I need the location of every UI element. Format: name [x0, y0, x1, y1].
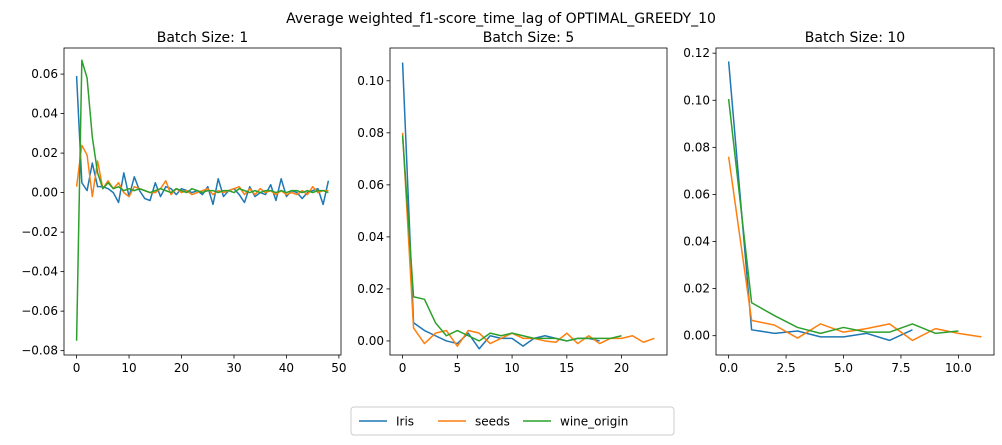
subplot-2: Batch Size: 5 0 5 10 15 20 0.00 0.02 0.04 0.06 0.0… [357, 30, 668, 375]
legend-label: wine_origin [560, 415, 628, 429]
series-line-seeds [401, 132, 655, 347]
x-tick-label: 0.0 [719, 361, 738, 375]
x-tick-label: 15 [559, 361, 574, 375]
y-tick-label: 0.10 [357, 74, 384, 88]
subplot-title: Batch Size: 5 [483, 30, 575, 46]
x-tick-label: 10.0 [945, 361, 972, 375]
axes-frame [389, 47, 668, 356]
subplot-title: Batch Size: 1 [157, 30, 249, 46]
y-tick-label: 0.02 [31, 146, 58, 160]
y-tick-label: 0.08 [357, 126, 384, 140]
legend-label: Iris [396, 415, 414, 429]
y-tick-label: −0.08 [21, 344, 58, 358]
x-tick-label: 5.0 [834, 361, 853, 375]
legend-frame [350, 406, 675, 436]
x-tick-label: 20 [614, 361, 629, 375]
y-tick-label: 0.04 [357, 230, 384, 244]
y-tick-label: 0.12 [683, 46, 710, 60]
axes-frame [715, 47, 995, 356]
y-tick-label: 0.00 [31, 186, 58, 200]
series-line-wine-origin [75, 59, 329, 341]
series-line-wine-origin [727, 99, 959, 335]
subplot-1: Batch Size: 1 0 10 20 30 40 50 −0.08 −0.06 −0.04 −… [21, 30, 346, 375]
y-tick-label: 0.02 [357, 282, 384, 296]
x-tick-label: 50 [331, 361, 346, 375]
series-line-seeds [75, 144, 329, 198]
y-tick-label: 0.04 [31, 107, 58, 121]
figure-title: Average weighted_f1-score_time_lag of OP… [286, 11, 716, 27]
x-tick-label: 0 [399, 361, 407, 375]
legend-label: seeds [475, 415, 510, 429]
y-tick-label: 0.00 [357, 334, 384, 348]
x-tick-label: 40 [279, 361, 294, 375]
x-tick-label: 5 [454, 361, 462, 375]
x-tick-label: 2.5 [777, 361, 796, 375]
series-line-seeds [727, 156, 982, 342]
axes-frame [63, 47, 342, 356]
y-tick-label: 0.04 [683, 235, 710, 249]
x-tick-label: 20 [174, 361, 189, 375]
y-tick-label: 0.08 [683, 140, 710, 154]
y-tick-label: 0.06 [31, 67, 58, 81]
x-tick-label: 10 [504, 361, 519, 375]
series-line-wine-origin [401, 135, 622, 342]
y-tick-label: 0.02 [683, 282, 710, 296]
y-tick-label: −0.02 [21, 225, 58, 239]
series-line-iris [75, 76, 330, 206]
series-line-iris [727, 61, 913, 342]
y-tick-label: 0.10 [683, 93, 710, 107]
x-tick-label: 30 [226, 361, 241, 375]
y-tick-label: −0.04 [21, 265, 58, 279]
series-line-iris [401, 62, 600, 350]
legend: Iris seeds wine_origin [350, 406, 675, 436]
y-tick-label: 0.06 [357, 178, 384, 192]
y-tick-label: −0.06 [21, 304, 58, 318]
subplot-title: Batch Size: 10 [805, 30, 905, 46]
x-tick-label: 7.5 [891, 361, 910, 375]
x-tick-label: 10 [121, 361, 136, 375]
x-tick-label: 0 [73, 361, 81, 375]
subplot-3: Batch Size: 10 0.0 2.5 5.0 7.5 10.0 0.00 0.02 0.… [683, 30, 995, 375]
y-tick-label: 0.06 [683, 187, 710, 201]
y-tick-label: 0.00 [683, 329, 710, 343]
